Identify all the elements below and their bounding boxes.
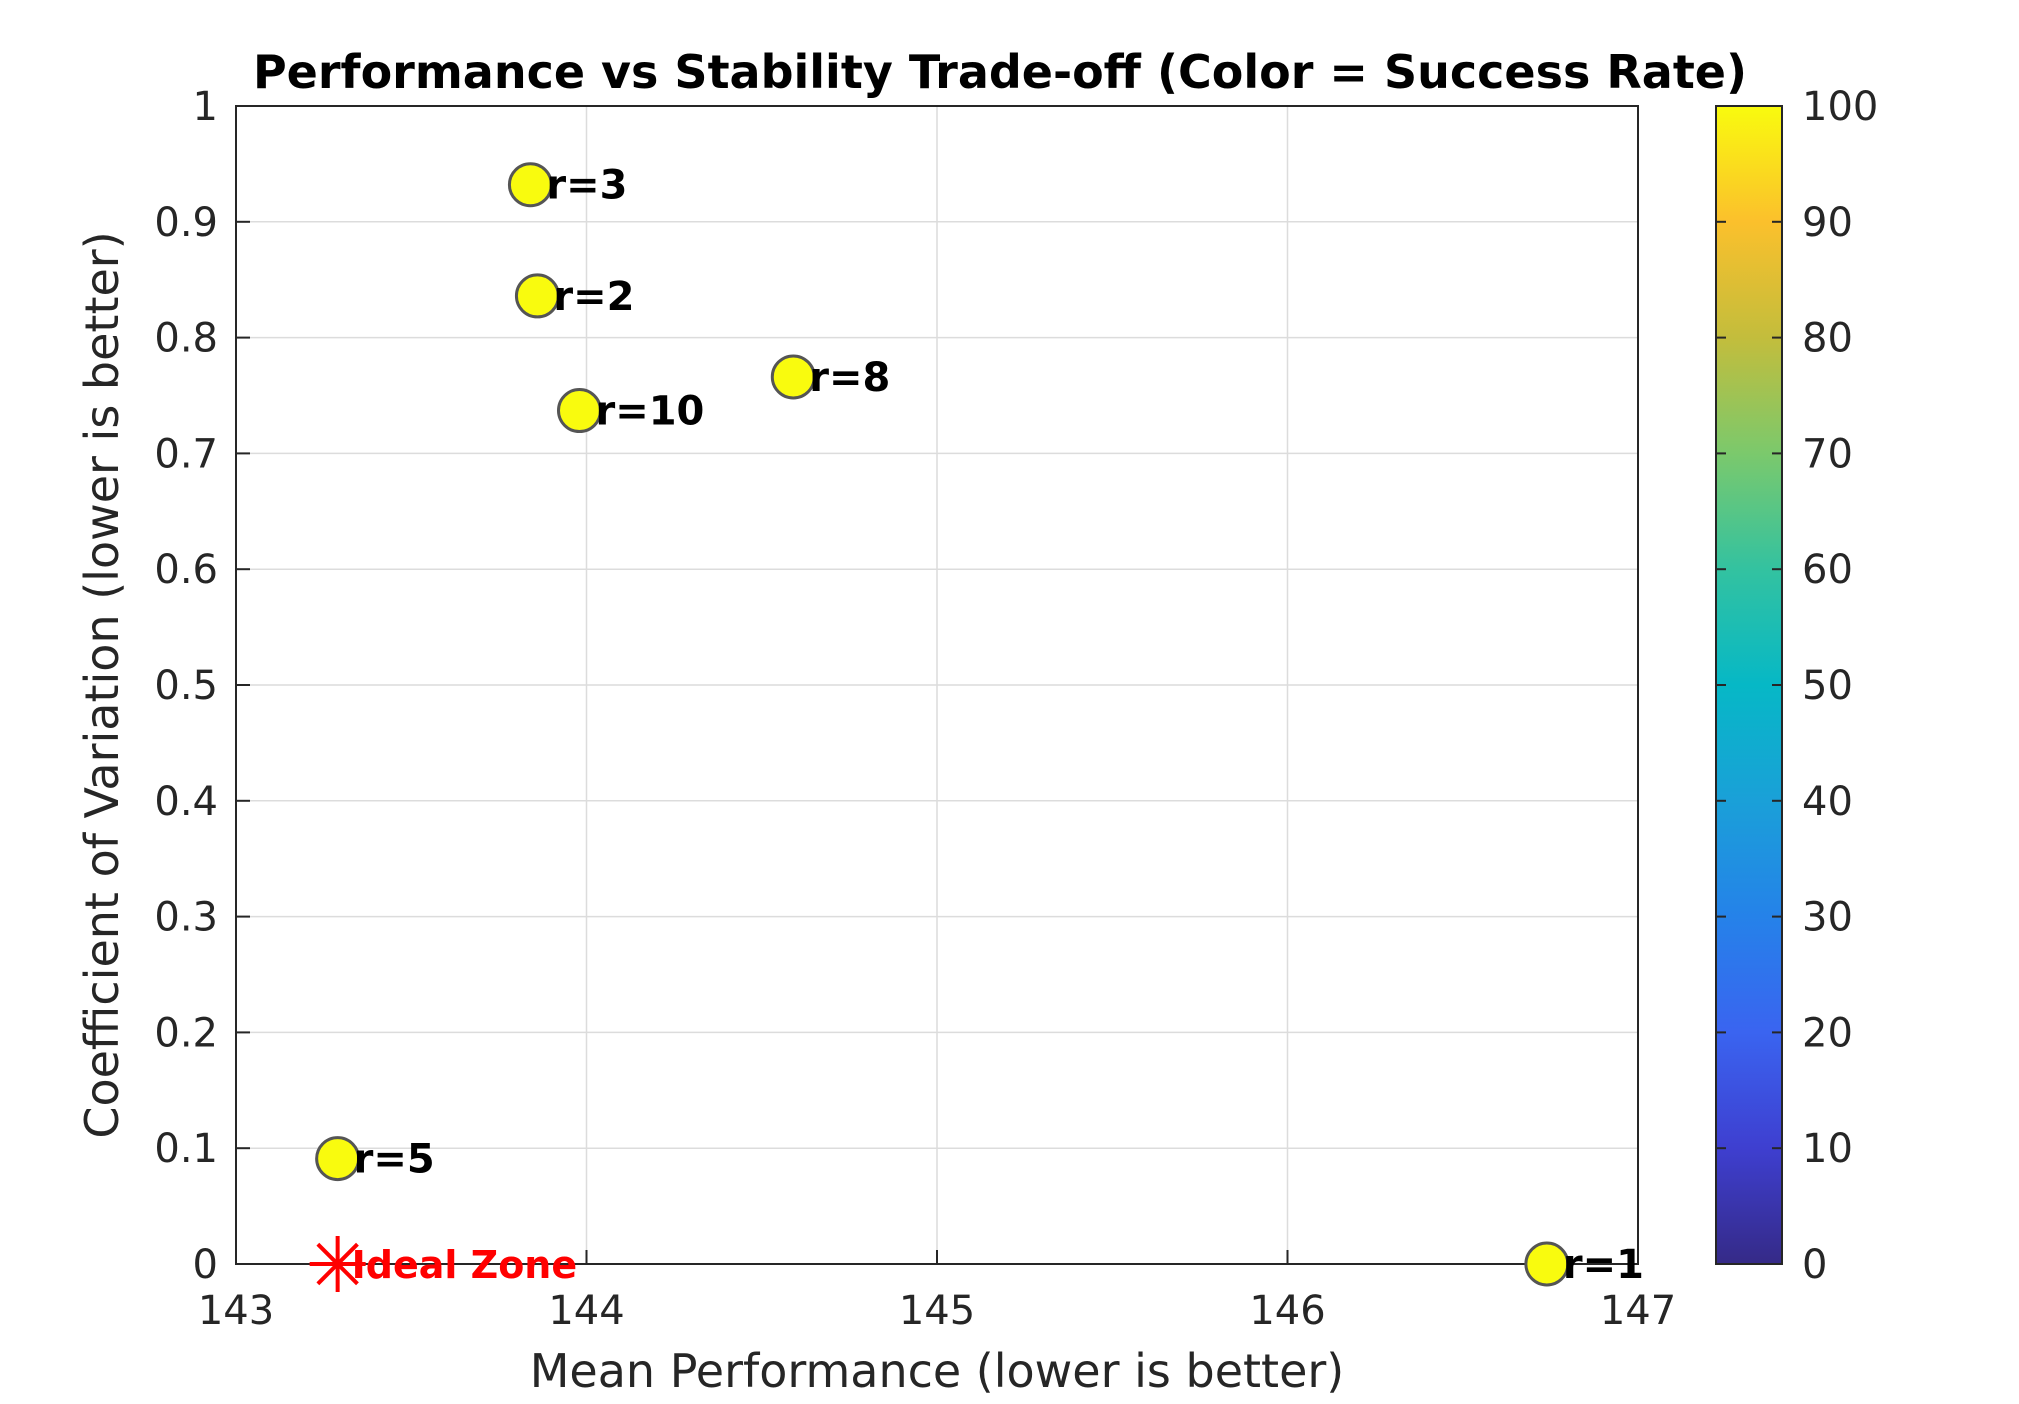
- ideal-zone-marker: [316, 1242, 359, 1286]
- data-point: [507, 162, 553, 208]
- data-point: [315, 1136, 361, 1182]
- data-point-label: r=3: [546, 163, 627, 209]
- y-tick-label: 0.5: [154, 663, 218, 709]
- x-tick-label: 144: [548, 1288, 624, 1334]
- colorbar-tick-label: 30: [1802, 895, 1853, 941]
- colorbar-tick-label: 100: [1802, 84, 1878, 130]
- colorbar-ticks: 0 10 20 30 40 50 60 70 80 90 100: [1716, 84, 1878, 1288]
- y-tick-label: 0.4: [154, 779, 218, 825]
- colorbar-tick-label: 90: [1802, 200, 1853, 246]
- x-tick-label: 145: [899, 1288, 975, 1334]
- colorbar-tick-label: 0: [1802, 1242, 1827, 1288]
- colorbar-tick-label: 40: [1802, 779, 1853, 825]
- data-points: r=3 r=2 r=10 r=8 r=5 r=1: [315, 162, 1644, 1288]
- x-tick-label: 147: [1600, 1288, 1676, 1334]
- data-point-label: r=1: [1563, 1242, 1644, 1288]
- colorbar-tick-label: 70: [1802, 431, 1853, 477]
- grid-lines: [236, 106, 1638, 1264]
- x-axis-ticks: 143 144 145 146 147: [198, 1250, 1676, 1334]
- data-point-label: r=5: [354, 1137, 435, 1183]
- data-point-label: r=2: [553, 274, 634, 320]
- y-tick-label: 0.1: [154, 1126, 218, 1172]
- y-tick-label: 0.6: [154, 547, 218, 593]
- data-point: [556, 388, 602, 434]
- colorbar-tick-label: 20: [1802, 1010, 1853, 1056]
- x-tick-label: 146: [1249, 1288, 1325, 1334]
- y-tick-label: 0.9: [154, 200, 218, 246]
- y-axis-label: Coefficient of Variation (lower is bette…: [75, 231, 129, 1138]
- data-point: [770, 354, 816, 400]
- colorbar-tick-label: 50: [1802, 663, 1853, 709]
- y-tick-label: 0.8: [154, 316, 218, 362]
- x-axis-label: Mean Performance (lower is better): [530, 1344, 1345, 1398]
- x-tick-label: 143: [198, 1288, 274, 1334]
- chart-title: Performance vs Stability Trade-off (Colo…: [253, 45, 1747, 99]
- y-tick-label: 0.3: [154, 895, 218, 941]
- colorbar-tick-label: 80: [1802, 316, 1853, 362]
- data-point: [514, 273, 560, 319]
- data-point-label: r=8: [809, 355, 890, 401]
- data-point: [1524, 1241, 1570, 1287]
- y-tick-label: 0.2: [154, 1010, 218, 1056]
- ideal-zone-annotation: Ideal Zone: [309, 1236, 578, 1292]
- y-tick-label: 1: [193, 84, 218, 130]
- data-point-label: r=10: [595, 389, 704, 435]
- colorbar-tick-label: 60: [1802, 547, 1853, 593]
- y-axis-ticks: 0 0.1 0.2 0.3 0.4 0.5 0.6 0.7 0.8 0.9 1: [154, 84, 250, 1288]
- ideal-zone-label: Ideal Zone: [352, 1243, 578, 1287]
- y-tick-label: 0: [193, 1242, 218, 1288]
- y-tick-label: 0.7: [154, 431, 218, 477]
- colorbar: [1715, 105, 1783, 1265]
- colorbar-tick-label: 10: [1802, 1126, 1853, 1172]
